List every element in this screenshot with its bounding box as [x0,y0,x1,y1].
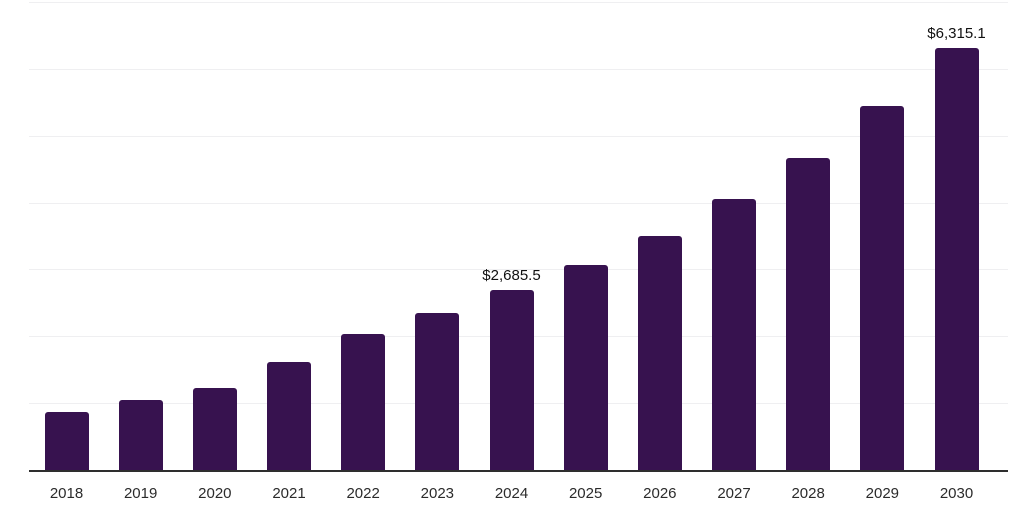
bar-2022 [341,333,386,470]
bar-2021 [267,361,311,470]
bar-2018 [44,411,89,470]
x-tick-label-2019: 2019 [123,485,158,502]
x-axis-line [29,470,1008,472]
gridline-3000 [29,269,1008,271]
bar-2023 [415,312,460,470]
x-tick-label-2024: 2024 [494,485,529,502]
x-tick-label-2028: 2028 [791,485,825,502]
gridline-5000 [29,135,1008,137]
x-tick-label-2027: 2027 [717,485,751,502]
bar-2020 [192,387,237,470]
x-tick-label-2030: 2030 [939,485,974,502]
bar-2028 [786,157,831,470]
bar-2026 [637,236,682,470]
x-tick-label-2021: 2021 [272,485,306,502]
bar-2019 [118,399,163,470]
x-tick-label-2026: 2026 [643,485,677,502]
bar-2027 [712,198,756,470]
bar-2025 [563,264,608,470]
bar-2029 [860,105,905,470]
gridline-6000 [29,68,1008,70]
data-label-2024: $2,685.5 [482,267,541,285]
x-tick-label-2022: 2022 [346,485,380,502]
x-tick-label-2029: 2029 [865,485,900,502]
x-tick-label-2025: 2025 [568,485,603,502]
gridline-7000 [29,2,1008,3]
gridline-4000 [29,202,1008,204]
bar-2030 [934,47,979,470]
x-tick-label-2018: 2018 [49,485,84,502]
bar-2024 [489,290,534,470]
x-tick-label-2023: 2023 [420,485,455,502]
data-label-2030: $6,315.1 [927,24,986,42]
x-tick-label-2020: 2020 [198,485,232,502]
